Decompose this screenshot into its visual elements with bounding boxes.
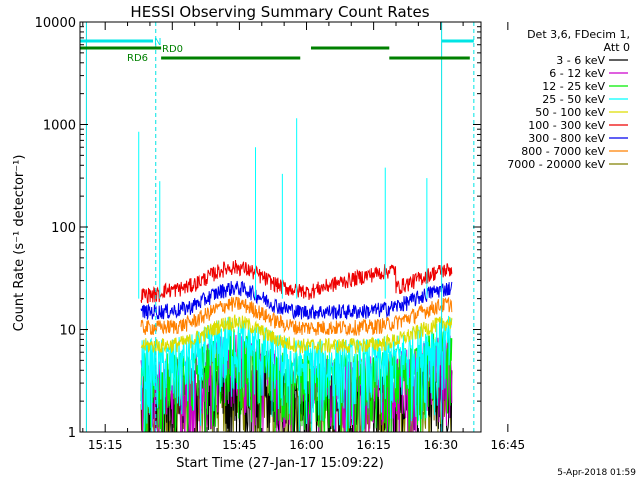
legend-item-label: 50 - 100 keV xyxy=(535,106,605,119)
y-tick-label: 1 xyxy=(68,426,76,441)
legend-item-label: 6 - 12 keV xyxy=(549,67,605,80)
y-tick-label: 100 xyxy=(51,221,76,236)
legend-item-label: 800 - 7000 keV xyxy=(521,145,605,158)
rd6-label: RD6 xyxy=(127,53,148,64)
y-tick-label: 1000 xyxy=(43,119,76,134)
x-tick-label: 15:45 xyxy=(222,438,257,452)
series-line-4 xyxy=(140,314,453,354)
x-tick-label: 16:30 xyxy=(423,438,458,452)
x-tick-label: 16:45 xyxy=(491,438,526,452)
x-tick-label: 16:15 xyxy=(356,438,391,452)
legend-item-label: 3 - 6 keV xyxy=(556,54,605,67)
y-axis-label: Count Rate (s⁻¹ detector⁻¹) xyxy=(12,155,27,332)
axis-layer: 15:15 15:30 15:45 16:00 16:15 16:30 16:45 1 10 10… xyxy=(35,16,525,452)
timestamp: 5-Apr-2018 01:59 xyxy=(557,468,636,478)
legend-header-line2: Att 0 xyxy=(604,41,630,54)
chart-title: HESSI Observing Summary Count Rates xyxy=(130,3,429,21)
x-tick-label: 16:00 xyxy=(289,438,324,452)
x-tick-label: 15:30 xyxy=(155,438,190,452)
legend-item-label: 7000 - 20000 keV xyxy=(507,158,605,171)
rd0-label: RD0 xyxy=(162,44,183,55)
series-line-6 xyxy=(140,280,453,321)
x-axis-label: Start Time (27-Jan-17 15:09:22) xyxy=(176,456,384,471)
legend-header-line1: Det 3,6, FDecim 1, xyxy=(527,28,630,41)
series-layer xyxy=(138,118,453,432)
series-line-7 xyxy=(140,296,453,337)
legend-item-label: 100 - 300 keV xyxy=(528,119,605,132)
y-tick-label: 10000 xyxy=(35,16,76,31)
legend-item-label: 25 - 50 keV xyxy=(542,93,605,106)
x-tick-label: 15:15 xyxy=(88,438,123,452)
legend-item-label: 12 - 25 keV xyxy=(542,80,605,93)
y-tick-label: 10 xyxy=(59,324,76,339)
legend-item-label: 300 - 800 keV xyxy=(528,132,605,145)
night-marker-label: N xyxy=(154,37,161,48)
